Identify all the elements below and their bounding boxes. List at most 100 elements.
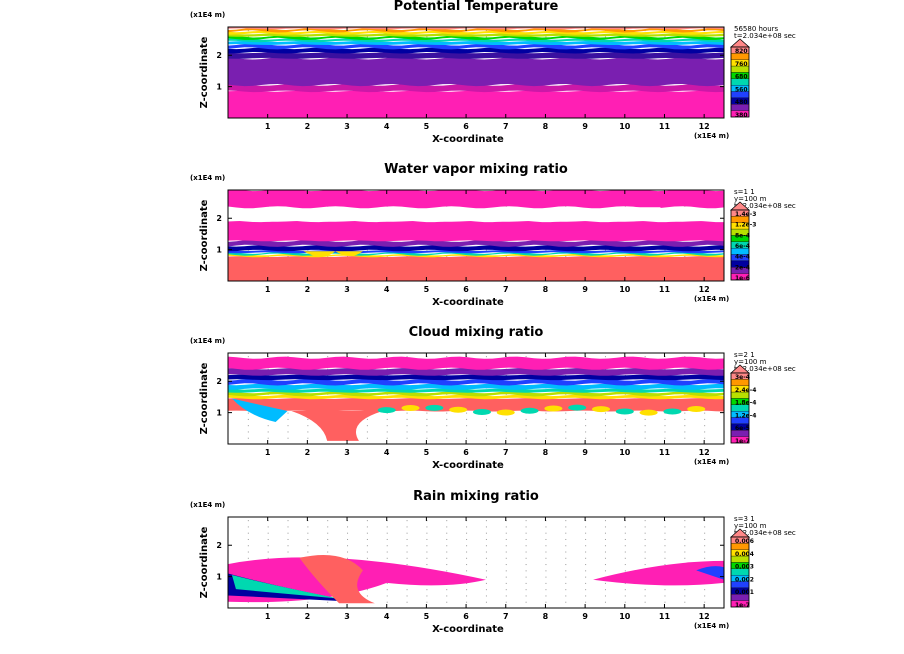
grid-dot bbox=[604, 425, 606, 427]
grid-dot bbox=[406, 431, 408, 433]
info-text: y=100 m bbox=[734, 195, 767, 203]
x-axis-label: X-coordinate bbox=[432, 460, 504, 471]
x-tick-label: 7 bbox=[503, 122, 509, 131]
grid-dot bbox=[664, 532, 666, 534]
grid-dot bbox=[704, 545, 706, 547]
grid-dot bbox=[247, 418, 249, 420]
grid-dot bbox=[426, 589, 428, 591]
info-text: s=2 1 bbox=[734, 351, 755, 359]
grid-dot bbox=[704, 557, 706, 559]
grid-dot bbox=[247, 538, 249, 540]
grid-dot bbox=[644, 551, 646, 553]
x-tick-label: 6 bbox=[463, 612, 469, 621]
grid-dot bbox=[406, 526, 408, 528]
grid-dot bbox=[247, 412, 249, 414]
grid-dot bbox=[446, 520, 448, 522]
grid-dot bbox=[307, 545, 309, 547]
grid-dot bbox=[386, 526, 388, 528]
grid-dot bbox=[624, 545, 626, 547]
grid-dot bbox=[525, 557, 527, 559]
grid-dot bbox=[585, 576, 587, 578]
panel-3: Cloud mixing ratio(x1E4 m)1 2 3 4 5 6 7 8 9 10 11 1… bbox=[190, 325, 796, 471]
grid-dot bbox=[366, 425, 368, 427]
grid-dot bbox=[327, 526, 329, 528]
grid-dot bbox=[565, 557, 567, 559]
grid-dot bbox=[525, 545, 527, 547]
grid-dot bbox=[684, 532, 686, 534]
x-tick-label: 8 bbox=[543, 285, 549, 294]
colorbar-label: 6e-4 bbox=[735, 243, 750, 250]
x-tick-label: 5 bbox=[424, 448, 430, 457]
grid-dot bbox=[426, 526, 428, 528]
contour-band bbox=[496, 409, 515, 416]
grid-dot bbox=[565, 412, 567, 414]
y-tick-label: 2 bbox=[216, 214, 222, 223]
contour-band bbox=[687, 406, 706, 413]
grid-dot bbox=[565, 437, 567, 439]
grid-dot bbox=[565, 538, 567, 540]
grid-dot bbox=[644, 356, 646, 358]
contour-band bbox=[520, 407, 539, 414]
grid-dot bbox=[624, 595, 626, 597]
grid-dot bbox=[644, 431, 646, 433]
grid-dot bbox=[426, 601, 428, 603]
contour-band bbox=[228, 245, 724, 252]
grid-dot bbox=[525, 437, 527, 439]
grid-dot bbox=[287, 601, 289, 603]
grid-dot bbox=[406, 564, 408, 566]
x-tick-label: 6 bbox=[463, 285, 469, 294]
grid-dot bbox=[505, 551, 507, 553]
grid-dot bbox=[604, 570, 606, 572]
grid-dot bbox=[505, 255, 507, 257]
plot-area bbox=[228, 517, 724, 608]
grid-dot bbox=[604, 418, 606, 420]
grid-dot bbox=[525, 601, 527, 603]
info-text: t=2.034e+08 sec bbox=[734, 32, 796, 40]
colorbar-label: 560 bbox=[735, 86, 748, 93]
grid-dot bbox=[287, 356, 289, 358]
contour-band bbox=[228, 190, 724, 209]
grid-dot bbox=[624, 564, 626, 566]
grid-dot bbox=[644, 595, 646, 597]
y-tick-label: 1 bbox=[216, 409, 222, 418]
grid-dot bbox=[545, 576, 547, 578]
grid-dot bbox=[327, 368, 329, 370]
colorbar-label: 8e-4 bbox=[735, 232, 750, 239]
grid-dot bbox=[525, 551, 527, 553]
grid-dot bbox=[525, 582, 527, 584]
grid-dot bbox=[604, 532, 606, 534]
grid-dot bbox=[426, 545, 428, 547]
x-tick-label: 3 bbox=[344, 448, 350, 457]
grid-dot bbox=[704, 532, 706, 534]
grid-dot bbox=[406, 425, 408, 427]
grid-dot bbox=[704, 601, 706, 603]
grid-dot bbox=[585, 589, 587, 591]
contour-band bbox=[228, 27, 724, 33]
grid-dot bbox=[565, 595, 567, 597]
grid-dot bbox=[485, 582, 487, 584]
grid-dot bbox=[287, 425, 289, 427]
contour-band bbox=[228, 206, 724, 223]
grid-dot bbox=[704, 589, 706, 591]
grid-dot bbox=[466, 570, 468, 572]
grid-dot bbox=[624, 526, 626, 528]
grid-dot bbox=[406, 601, 408, 603]
grid-dot bbox=[307, 36, 309, 38]
grid-dot bbox=[366, 520, 368, 522]
grid-dot bbox=[664, 589, 666, 591]
colorbar-label: 0.004 bbox=[735, 551, 754, 558]
grid-dot bbox=[366, 595, 368, 597]
grid-dot bbox=[604, 589, 606, 591]
grid-dot bbox=[247, 526, 249, 528]
grid-dot bbox=[485, 520, 487, 522]
x-tick-label: 7 bbox=[503, 612, 509, 621]
grid-dot bbox=[287, 520, 289, 522]
colorbar-label: 760 bbox=[735, 61, 748, 68]
grid-dot bbox=[585, 526, 587, 528]
grid-dot bbox=[704, 425, 706, 427]
grid-dot bbox=[664, 538, 666, 540]
grid-dot bbox=[585, 564, 587, 566]
plot-frame bbox=[227, 352, 725, 445]
grid-dot bbox=[585, 595, 587, 597]
grid-dot bbox=[565, 582, 567, 584]
